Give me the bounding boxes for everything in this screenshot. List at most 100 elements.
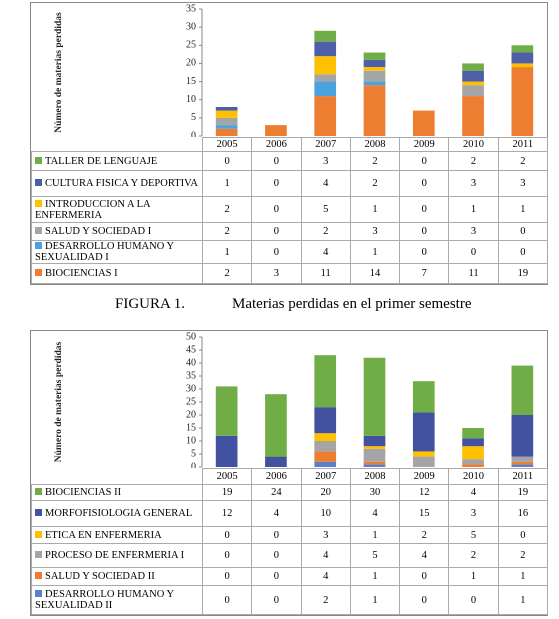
table-value: 0 xyxy=(251,526,302,544)
table-value: 3 xyxy=(448,170,499,197)
table-value: 0 xyxy=(448,585,499,615)
y-axis-label: Número de materias perdidas xyxy=(54,341,64,462)
legend-cell: BIOCIENCIAS I xyxy=(31,263,203,284)
table-value: 1 xyxy=(448,196,499,223)
table-value: 4 xyxy=(251,500,302,527)
bar-segment xyxy=(511,415,534,457)
legend-label: PROCESO DE ENFERMERIA I xyxy=(45,550,185,561)
chart-2: Número de materias perdidas 0 5 10 15 20 25 30 3… xyxy=(30,330,548,616)
table-value: 14 xyxy=(349,263,401,284)
y-tick-label: 0 xyxy=(191,130,196,137)
bar-segment xyxy=(215,125,238,129)
table-value: 11 xyxy=(448,263,499,284)
bar-segment xyxy=(363,461,386,465)
table-value: 1 xyxy=(201,240,253,264)
table-value: 0 xyxy=(399,240,450,264)
table-value: 2 xyxy=(300,222,351,241)
data-table: 2005 2006 2007 2008 2009 2010 2011 TALLER DE LE… xyxy=(31,137,548,284)
bar-segment xyxy=(363,52,386,60)
table-value: 0 xyxy=(251,170,302,197)
x-tick-label: 2005 xyxy=(201,468,253,485)
bar-segment xyxy=(215,110,238,118)
table-value: 3 xyxy=(497,170,548,197)
y-tick-label: 10 xyxy=(186,435,196,446)
bar-segment xyxy=(462,81,484,86)
table-value: 0 xyxy=(399,151,450,171)
table-value: 2 xyxy=(300,585,351,615)
x-tick-label: 2010 xyxy=(448,468,499,485)
table-value: 0 xyxy=(201,526,253,544)
table-value: 19 xyxy=(497,263,548,284)
x-tick-label: 2010 xyxy=(448,137,499,152)
series-row: DESARROLLO HUMANO Y SEXUALIDAD II 0 0 2 1 0 0 1 xyxy=(31,585,548,615)
series-row: CULTURA FISICA Y DEPORTIVA 1 0 4 2 0 3 3 xyxy=(31,170,548,197)
table-value: 4 xyxy=(300,170,351,197)
legend-cell: BIOCIENCIAS II xyxy=(31,484,203,501)
plot: Número de materias perdidas 0 5 10 15 20 25 30 3… xyxy=(54,331,534,468)
bar-segment xyxy=(511,45,534,53)
header-row: 2005 2006 2007 2008 2009 2010 2011 xyxy=(31,137,548,152)
legend-label: TALLER DE LENGUAJE xyxy=(45,155,158,167)
table-value: 3 xyxy=(300,526,351,544)
table-value: 0 xyxy=(251,543,302,568)
table-value: 3 xyxy=(349,222,401,241)
table-value: 0 xyxy=(399,222,450,241)
table-value: 0 xyxy=(251,222,302,241)
table-value: 2 xyxy=(201,222,253,241)
y-tick-label: 25 xyxy=(186,396,196,407)
table-value: 1 xyxy=(349,585,401,615)
bar-segment xyxy=(363,85,386,136)
x-tick-label: 2007 xyxy=(300,137,351,152)
legend-label: BIOCIENCIAS II xyxy=(45,487,122,498)
y-tick-label: 35 xyxy=(186,370,196,381)
bar-segment xyxy=(363,435,386,447)
bar-segment xyxy=(363,59,386,68)
y-tick-label: 0 xyxy=(191,461,196,468)
table-value: 0 xyxy=(251,151,302,171)
bar-segment xyxy=(511,67,534,136)
y-tick-label: 20 xyxy=(186,409,196,420)
bar-segment xyxy=(363,448,386,462)
table-value: 0 xyxy=(399,585,450,615)
bar-segment xyxy=(511,456,534,462)
legend-cell: CULTURA FISICA Y DEPORTIVA xyxy=(31,170,203,197)
table-value: 10 xyxy=(300,500,351,527)
table-value: 5 xyxy=(448,526,499,544)
table-value: 0 xyxy=(201,585,253,615)
table-value: 2 xyxy=(497,151,548,171)
bar-segment xyxy=(215,128,238,136)
table-value: 1 xyxy=(497,196,548,223)
chart-1: Número de materias perdidas 0 5 10 15 20 25 30 3… xyxy=(30,2,548,285)
table-value: 0 xyxy=(251,240,302,264)
table-value: 2 xyxy=(399,526,450,544)
table-value: 0 xyxy=(399,170,450,197)
legend-label: INTRODUCCION A LA ENFERMERIA xyxy=(35,198,151,221)
header-row: 2005 2006 2007 2008 2009 2010 2011 xyxy=(31,468,548,485)
table-value: 0 xyxy=(201,151,253,171)
legend-label: SALUD Y SOCIEDAD II xyxy=(45,571,155,582)
table-value: 0 xyxy=(399,196,450,223)
bar-segment xyxy=(314,56,337,75)
table-value: 2 xyxy=(349,170,401,197)
bar-segment xyxy=(314,30,337,42)
data-table: 2005 2006 2007 2008 2009 2010 2011 BIOCIENCIAS … xyxy=(31,468,548,615)
bar-segment xyxy=(462,96,484,136)
bar-segment xyxy=(265,125,287,136)
table-value: 12 xyxy=(201,500,253,527)
table-value: 4 xyxy=(399,543,450,568)
x-tick-label: 2006 xyxy=(251,468,302,485)
table-value: 4 xyxy=(300,567,351,586)
bar-segment xyxy=(511,63,534,68)
bar-segment xyxy=(314,41,337,57)
bar-segment xyxy=(314,441,337,452)
y-tick-label: 35 xyxy=(186,3,196,14)
y-tick-label: 25 xyxy=(186,40,196,51)
bar-segment xyxy=(314,407,337,434)
legend-swatch xyxy=(35,530,42,538)
y-tick-label: 40 xyxy=(186,357,196,368)
legend-cell: SALUD Y SOCIEDAD II xyxy=(31,567,203,586)
table-value: 1 xyxy=(497,567,548,586)
bar-segment xyxy=(363,67,386,71)
table-value: 3 xyxy=(300,151,351,171)
